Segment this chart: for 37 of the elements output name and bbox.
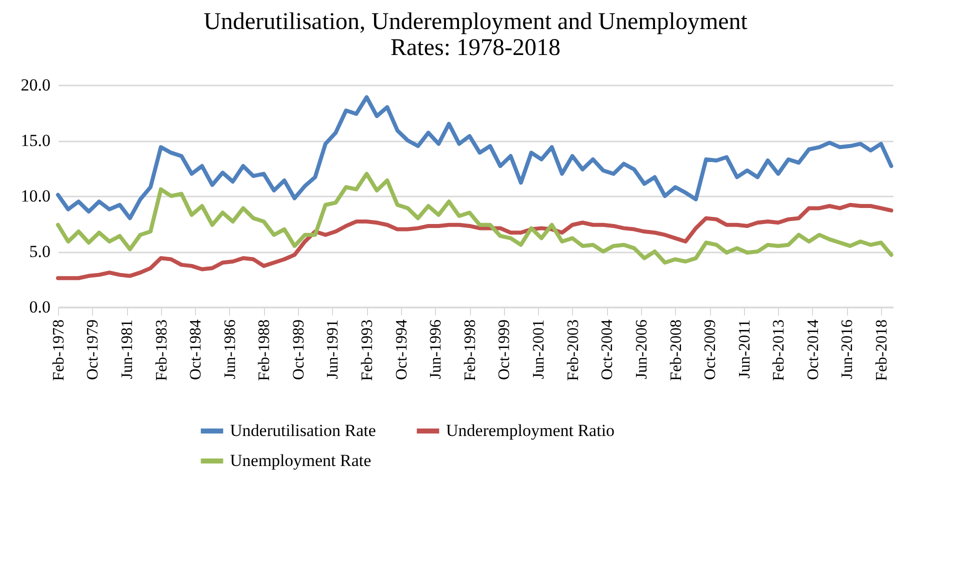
x-tick-label: Oct-2014	[804, 320, 822, 380]
x-tick-label: Oct-1994	[393, 320, 410, 380]
line-series	[56, 95, 894, 220]
x-tick-label: Feb-1988	[256, 320, 274, 381]
x-tick-label: Feb-2018	[874, 320, 891, 381]
x-tick-label: Jun-1986	[222, 320, 239, 380]
y-tick-label: 0.0	[29, 298, 50, 316]
x-tick-label: Jun-2011	[736, 320, 754, 378]
legend-label: Unemployment Rate	[230, 451, 372, 470]
x-tick-label: Oct-1989	[290, 320, 308, 380]
y-tick-label: 5.0	[29, 242, 50, 261]
legend-label: Underemployment Ratio	[446, 421, 615, 440]
x-tick-label: Jun-1991	[324, 320, 342, 380]
x-tick-label: Jun-2016	[839, 320, 856, 380]
y-tick-label: 20.0	[20, 76, 50, 94]
x-tick-label: Jun-1996	[428, 320, 445, 380]
x-tick-label: Jun-2006	[633, 320, 650, 380]
x-tick-label: Oct-2004	[599, 320, 616, 380]
x-tick-label: Oct-1979	[84, 320, 102, 380]
x-tick-label: Oct-2009	[702, 320, 720, 380]
x-tick-label: Feb-2003	[564, 320, 582, 381]
x-tick-label: Feb-2008	[668, 320, 685, 381]
line-series	[56, 172, 894, 265]
x-tick-label: Oct-1999	[496, 320, 514, 380]
x-tick-label: Feb-1983	[153, 320, 170, 381]
chart-title: Underutilisation, Underemployment and Unemployment Rates: 1978-2018	[204, 9, 748, 61]
y-tick-label: 15.0	[20, 131, 50, 150]
y-tick-label: 10.0	[20, 186, 50, 206]
x-tick-label: Feb-1978	[50, 320, 68, 381]
x-tick-label: Oct-1984	[188, 320, 205, 380]
x-tick-label: Jun-2001	[530, 320, 548, 380]
x-tick-label: Feb-1998	[462, 320, 480, 381]
x-tick-label: Feb-2013	[770, 320, 788, 381]
legend-label: Underutilisation Rate	[230, 421, 376, 440]
x-tick-label: Feb-1993	[359, 320, 376, 381]
line-series	[56, 202, 894, 280]
x-tick-label: Jun-1981	[119, 320, 136, 380]
